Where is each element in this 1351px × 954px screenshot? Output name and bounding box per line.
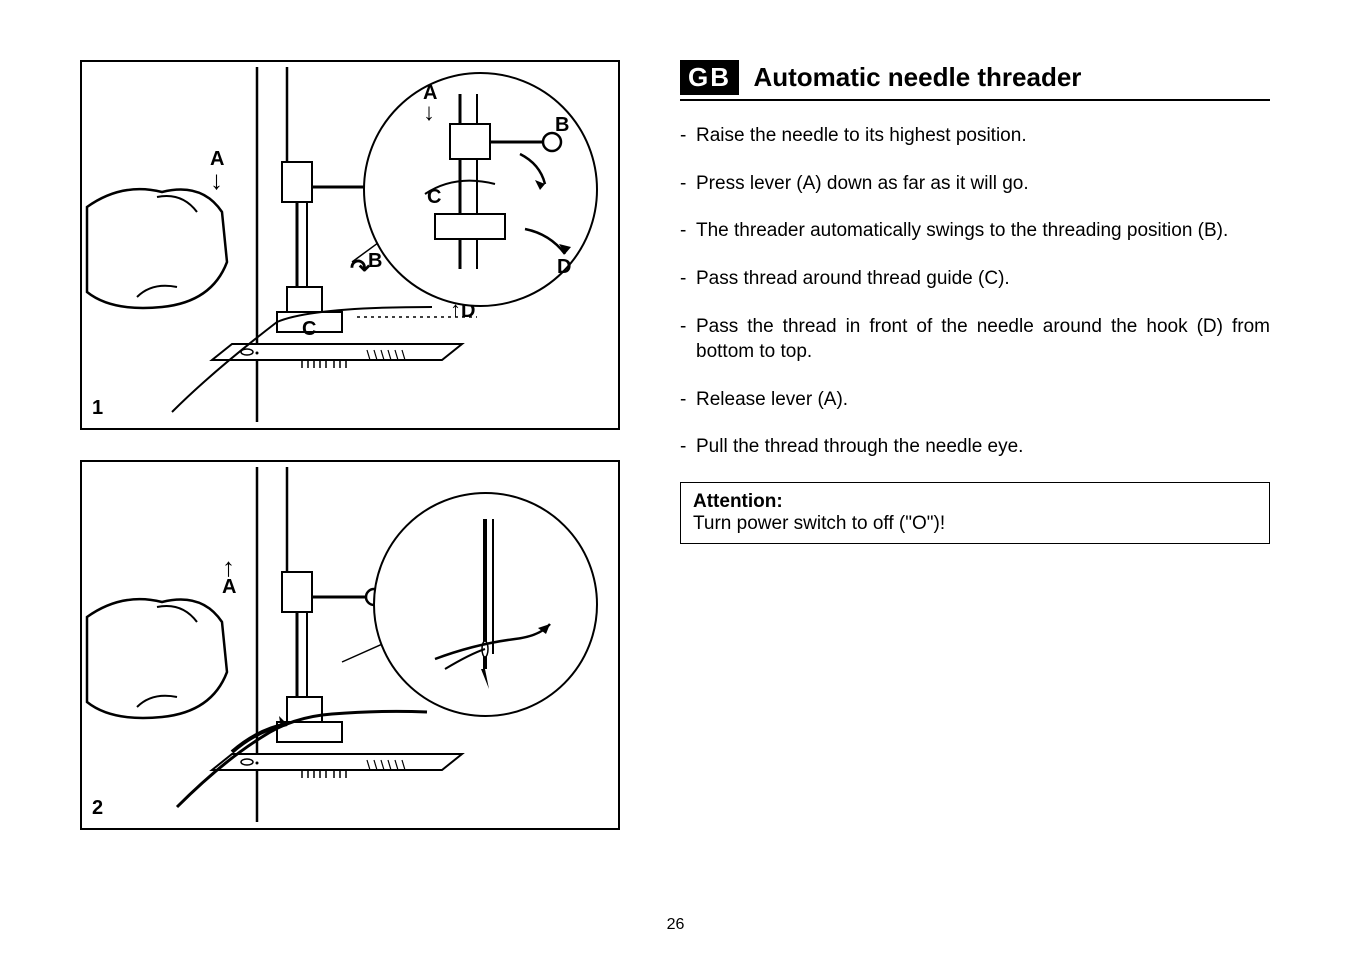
list-item: - Pass thread around thread guide (C). — [680, 266, 1270, 292]
instruction-text: Pass the thread in front of the needle a… — [696, 314, 1270, 365]
detail-label-C: C — [427, 186, 441, 209]
list-item: - Press lever (A) down as far as it will… — [680, 171, 1270, 197]
dash-icon: - — [680, 434, 696, 460]
attention-box: Attention: Turn power switch to off ("O"… — [680, 482, 1270, 544]
manual-page: A ↓ B ↷ C ↑D — [80, 60, 1270, 900]
dash-icon: - — [680, 266, 696, 292]
instruction-text: Release lever (A). — [696, 387, 1270, 413]
figure-2-detail — [373, 492, 598, 717]
instruction-text: Pull the thread through the needle eye. — [696, 434, 1270, 460]
detail-label-D: D — [557, 256, 571, 279]
list-item: - Pass the thread in front of the needle… — [680, 314, 1270, 365]
instruction-text: Pass thread around thread guide (C). — [696, 266, 1270, 292]
list-item: - Raise the needle to its highest positi… — [680, 123, 1270, 149]
detail-label-A: A ↓ — [423, 82, 437, 122]
figure-1-number: 1 — [92, 397, 103, 420]
attention-text: Turn power switch to off ("O")! — [693, 513, 1257, 535]
detail-2-diagram — [375, 494, 600, 719]
text-column: GB Automatic needle threader - Raise the… — [680, 60, 1270, 544]
detail-label-B: B — [555, 114, 569, 137]
figure-2-number: 2 — [92, 797, 103, 820]
dash-icon: - — [680, 218, 696, 244]
label-A-fig2: ↑ A — [222, 558, 236, 599]
language-badge: GB — [680, 60, 739, 95]
attention-label: Attention: — [693, 491, 1257, 513]
dash-icon: - — [680, 314, 696, 365]
instruction-text: The threader automatically swings to the… — [696, 218, 1270, 244]
instruction-list: - Raise the needle to its highest positi… — [680, 123, 1270, 460]
instruction-text: Press lever (A) down as far as it will g… — [696, 171, 1270, 197]
page-number: 26 — [667, 916, 685, 934]
list-item: - The threader automatically swings to t… — [680, 218, 1270, 244]
label-C-main: C — [302, 318, 316, 341]
dash-icon: - — [680, 387, 696, 413]
figure-1: A ↓ B ↷ C ↑D — [80, 60, 620, 430]
fig2-A-text: A — [222, 576, 236, 598]
list-item: - Release lever (A). — [680, 387, 1270, 413]
instruction-text: Raise the needle to its highest position… — [696, 123, 1270, 149]
list-item: - Pull the thread through the needle eye… — [680, 434, 1270, 460]
label-A-main: A ↓ — [210, 148, 224, 189]
figure-1-detail: A ↓ B C D — [363, 72, 598, 307]
figure-2: ↑ A 2 — [80, 460, 620, 830]
dash-icon: - — [680, 123, 696, 149]
figures-column: A ↓ B ↷ C ↑D — [80, 60, 620, 830]
section-title: Automatic needle threader — [753, 62, 1081, 93]
dash-icon: - — [680, 171, 696, 197]
section-heading: GB Automatic needle threader — [680, 60, 1270, 101]
